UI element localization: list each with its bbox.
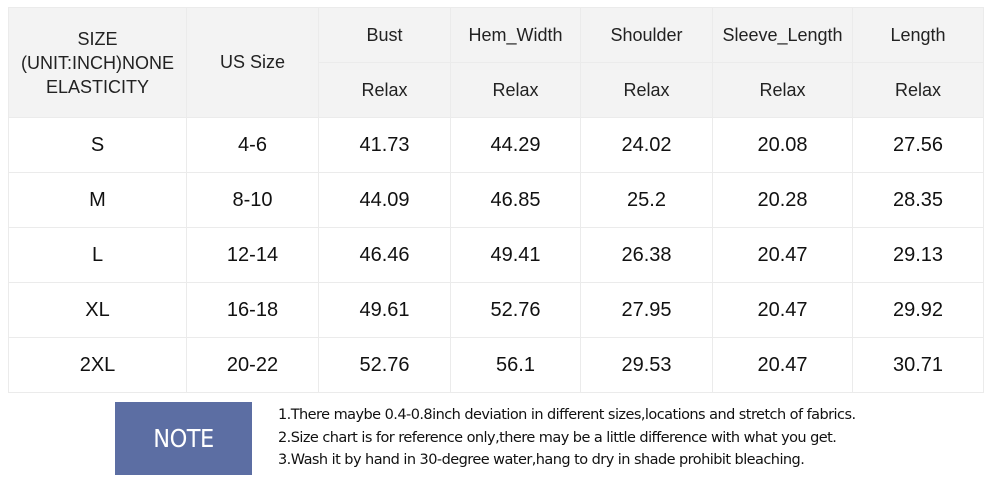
table-cell: 24.02 [580, 117, 713, 173]
header-hem-width: Hem_Width [450, 7, 581, 63]
subheader-relax: Relax [450, 62, 581, 118]
header-size-line: ELASTICITY [45, 76, 150, 97]
table-cell: 30.71 [852, 337, 984, 393]
table-row: L 12-14 46.46 49.41 26.38 20.47 29.13 [8, 227, 984, 283]
subheader-relax: Relax [580, 62, 713, 118]
note-line: 2.Size chart is for reference only,there… [278, 429, 837, 446]
header-bust: Bust [318, 7, 451, 63]
subheader-relax: Relax [712, 62, 853, 118]
table-cell: XL [8, 282, 187, 338]
table-cell: 20.47 [712, 337, 853, 393]
table-cell: 29.53 [580, 337, 713, 393]
table-cell: 20-22 [186, 337, 319, 393]
header-us-size: US Size [186, 7, 319, 118]
table-cell: 52.76 [318, 337, 451, 393]
table-cell: 20.47 [712, 227, 853, 283]
table-cell: 49.61 [318, 282, 451, 338]
table-cell: 8-10 [186, 172, 319, 228]
subheader-relax: Relax [852, 62, 984, 118]
table-cell: 20.28 [712, 172, 853, 228]
table-cell: 20.08 [712, 117, 853, 173]
header-size-line: (UNIT:INCH)NONE [21, 52, 174, 73]
header-sleeve-length: Sleeve_Length [712, 7, 853, 63]
table-cell: 28.35 [852, 172, 984, 228]
table-cell: S [8, 117, 187, 173]
table-cell: 41.73 [318, 117, 451, 173]
header-size-line: SIZE [77, 28, 118, 49]
subheader-relax: Relax [318, 62, 451, 118]
table-cell: 44.29 [450, 117, 581, 173]
header-size: SIZE (UNIT:INCH)NONE ELASTICITY [8, 7, 187, 118]
table-cell: 52.76 [450, 282, 581, 338]
notes-list: 1.There maybe 0.4-0.8inch deviation in d… [278, 404, 856, 472]
table-cell: L [8, 227, 187, 283]
table-row: XL 16-18 49.61 52.76 27.95 20.47 29.92 [8, 282, 984, 338]
note-line: 3.Wash it by hand in 30-degree water,han… [278, 452, 805, 468]
header-length: Length [852, 7, 984, 63]
table-row: S 4-6 41.73 44.29 24.02 20.08 27.56 [8, 117, 984, 173]
table-cell: 29.92 [852, 282, 984, 338]
size-chart-table: SIZE (UNIT:INCH)NONE ELASTICITY US Size … [8, 7, 984, 393]
table-cell: 26.38 [580, 227, 713, 283]
table-cell: 16-18 [186, 282, 319, 338]
table-cell: 29.13 [852, 227, 984, 283]
table-row: 2XL 20-22 52.76 56.1 29.53 20.47 30.71 [8, 337, 984, 393]
table-cell: 4-6 [186, 117, 319, 173]
table-cell: 46.85 [450, 172, 581, 228]
table-cell: 25.2 [580, 172, 713, 228]
table-row: M 8-10 44.09 46.85 25.2 20.28 28.35 [8, 172, 984, 228]
table-cell: 56.1 [450, 337, 581, 393]
table-cell: 27.95 [580, 282, 713, 338]
table-cell: 44.09 [318, 172, 451, 228]
table-cell: 12-14 [186, 227, 319, 283]
note-label: NOTE [115, 402, 252, 475]
table-cell: M [8, 172, 187, 228]
table-cell: 27.56 [852, 117, 984, 173]
table-cell: 49.41 [450, 227, 581, 283]
header-shoulder: Shoulder [580, 7, 713, 63]
table-cell: 2XL [8, 337, 187, 393]
note-line: 1.There maybe 0.4-0.8inch deviation in d… [278, 407, 856, 423]
table-cell: 20.47 [712, 282, 853, 338]
table-cell: 46.46 [318, 227, 451, 283]
